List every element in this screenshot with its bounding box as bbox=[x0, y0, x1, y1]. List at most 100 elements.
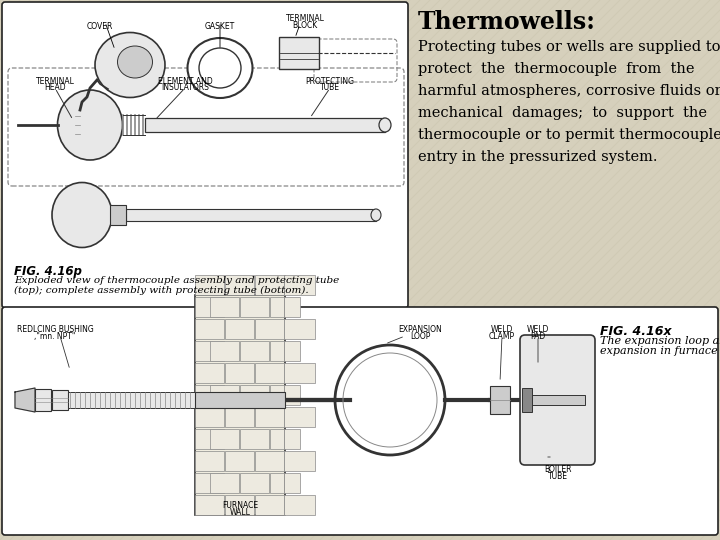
Text: TERMINAL: TERMINAL bbox=[286, 14, 325, 23]
Bar bbox=[225, 450, 254, 471]
Text: TERMINAL: TERMINAL bbox=[35, 77, 74, 86]
FancyBboxPatch shape bbox=[2, 307, 718, 535]
Bar bbox=[145, 118, 385, 132]
Bar bbox=[225, 274, 254, 295]
Bar bbox=[284, 296, 300, 317]
Ellipse shape bbox=[58, 90, 122, 160]
Bar bbox=[270, 384, 284, 405]
Bar bbox=[284, 495, 315, 515]
Bar bbox=[284, 472, 300, 493]
Bar bbox=[240, 341, 269, 361]
Bar bbox=[35, 389, 51, 411]
FancyBboxPatch shape bbox=[2, 2, 408, 308]
Bar bbox=[284, 450, 315, 471]
Bar bbox=[126, 209, 376, 221]
Text: INSULATORS: INSULATORS bbox=[161, 83, 209, 92]
FancyBboxPatch shape bbox=[279, 37, 319, 69]
Text: LOOP: LOOP bbox=[410, 332, 430, 341]
Ellipse shape bbox=[52, 183, 112, 247]
Text: WELD: WELD bbox=[491, 325, 513, 334]
Text: BOILER: BOILER bbox=[544, 465, 572, 474]
Text: thermocouple or to permit thermocouple: thermocouple or to permit thermocouple bbox=[418, 128, 720, 142]
Bar bbox=[522, 388, 532, 412]
Bar bbox=[284, 274, 285, 295]
Bar bbox=[52, 390, 68, 410]
Text: expansion in furnace applications.: expansion in furnace applications. bbox=[600, 346, 720, 356]
Bar bbox=[240, 296, 269, 317]
Bar bbox=[225, 362, 254, 383]
Bar bbox=[68, 392, 195, 408]
Text: protect  the  thermocouple  from  the: protect the thermocouple from the bbox=[418, 62, 695, 76]
Bar bbox=[284, 495, 285, 515]
Bar bbox=[195, 450, 224, 471]
Bar bbox=[490, 386, 510, 414]
Bar bbox=[284, 429, 300, 449]
Ellipse shape bbox=[187, 38, 253, 98]
Text: BLOCK: BLOCK bbox=[292, 21, 318, 30]
Text: PROTECTING: PROTECTING bbox=[305, 77, 354, 86]
Bar bbox=[195, 472, 224, 493]
Text: (top); complete assembly with protecting tube (bottom).: (top); complete assembly with protecting… bbox=[14, 286, 309, 295]
FancyBboxPatch shape bbox=[520, 335, 595, 465]
Bar bbox=[255, 450, 284, 471]
Text: HEAD: HEAD bbox=[44, 83, 66, 92]
Bar bbox=[270, 341, 284, 361]
Bar bbox=[270, 472, 284, 493]
Bar bbox=[210, 472, 239, 493]
Bar bbox=[195, 319, 224, 339]
Text: FIG. 4.16p: FIG. 4.16p bbox=[14, 265, 82, 278]
Text: Protecting tubes or wells are supplied to: Protecting tubes or wells are supplied t… bbox=[418, 40, 720, 54]
Bar bbox=[195, 392, 285, 408]
Bar bbox=[195, 362, 224, 383]
Bar bbox=[284, 450, 285, 471]
Bar bbox=[284, 274, 315, 295]
Bar bbox=[240, 472, 269, 493]
Text: Thermowells:: Thermowells: bbox=[418, 10, 596, 34]
Text: FIG. 4.16x: FIG. 4.16x bbox=[600, 325, 672, 338]
Text: REDLCING BUSHING: REDLCING BUSHING bbox=[17, 325, 94, 334]
Bar bbox=[270, 296, 284, 317]
Text: GASKET: GASKET bbox=[205, 22, 235, 31]
Ellipse shape bbox=[199, 48, 241, 88]
Text: entry in the pressurized system.: entry in the pressurized system. bbox=[418, 150, 657, 164]
Bar bbox=[255, 495, 284, 515]
Bar bbox=[195, 274, 224, 295]
Bar bbox=[284, 384, 300, 405]
Bar bbox=[195, 341, 224, 361]
Bar bbox=[255, 274, 284, 295]
Bar bbox=[210, 429, 239, 449]
Bar bbox=[195, 407, 224, 427]
Text: mechanical  damages;  to  support  the: mechanical damages; to support the bbox=[418, 106, 707, 120]
Bar bbox=[284, 362, 315, 383]
Bar bbox=[255, 319, 284, 339]
Text: ELEMENT AND: ELEMENT AND bbox=[158, 77, 212, 86]
Text: harmful atmospheres, corrosive fluids or: harmful atmospheres, corrosive fluids or bbox=[418, 84, 720, 98]
Bar bbox=[195, 296, 224, 317]
Ellipse shape bbox=[95, 32, 165, 98]
Bar bbox=[240, 384, 269, 405]
Bar bbox=[284, 407, 315, 427]
Text: ,"mn. NPT": ,"mn. NPT" bbox=[35, 332, 76, 341]
Bar bbox=[284, 407, 285, 427]
Bar bbox=[284, 319, 285, 339]
Bar bbox=[195, 295, 285, 515]
Bar bbox=[225, 495, 254, 515]
Bar bbox=[255, 362, 284, 383]
Bar bbox=[270, 429, 284, 449]
Text: EXPANSION: EXPANSION bbox=[398, 325, 442, 334]
Ellipse shape bbox=[379, 118, 391, 132]
Bar bbox=[284, 319, 315, 339]
Bar bbox=[195, 429, 224, 449]
Text: WELD: WELD bbox=[527, 325, 549, 334]
Polygon shape bbox=[15, 388, 35, 412]
Bar bbox=[284, 341, 300, 361]
Bar bbox=[210, 384, 239, 405]
Text: PAD: PAD bbox=[531, 332, 546, 341]
Text: CLAMP: CLAMP bbox=[489, 332, 515, 341]
Bar bbox=[210, 341, 239, 361]
Bar bbox=[225, 407, 254, 427]
Text: WALL: WALL bbox=[230, 508, 251, 517]
Bar bbox=[210, 296, 239, 317]
Ellipse shape bbox=[371, 209, 381, 221]
Text: FURNACE: FURNACE bbox=[222, 501, 258, 510]
